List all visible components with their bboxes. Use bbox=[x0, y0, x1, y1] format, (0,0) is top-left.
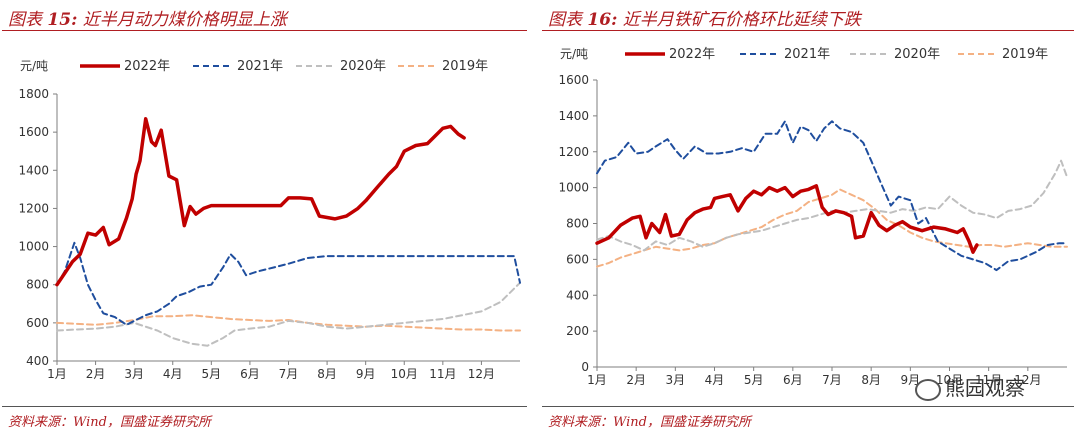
source-rule bbox=[2, 406, 527, 407]
x-tick-label: 5月 bbox=[744, 373, 764, 387]
y-tick-label: 1000 bbox=[18, 240, 49, 254]
coal-chart-title: 图表 15: 近半月动力煤价格明显上涨 bbox=[8, 10, 287, 30]
coal-chart-source: 资料来源：Wind，国盛证券研究所 bbox=[8, 415, 211, 430]
series-line-2021年 bbox=[56, 241, 521, 326]
x-tick-label: 12月 bbox=[1014, 373, 1041, 387]
y-tick-label: 400 bbox=[26, 354, 49, 368]
source-rule bbox=[542, 406, 1074, 407]
x-tick-label: 1月 bbox=[47, 367, 67, 381]
unit-label: 元/吨 bbox=[560, 47, 588, 61]
series-line-2020年 bbox=[596, 159, 1068, 252]
x-tick-label: 5月 bbox=[202, 367, 222, 381]
x-tick-label: 3月 bbox=[666, 373, 686, 387]
wechat-icon bbox=[915, 378, 941, 401]
x-tick-label: 2月 bbox=[86, 367, 106, 381]
x-tick-label: 9月 bbox=[901, 373, 921, 387]
x-tick-label: 6月 bbox=[240, 367, 260, 381]
y-tick-label: 1600 bbox=[558, 73, 589, 87]
coal-price-panel: 图表 15: 近半月动力煤价格明显上涨 元/吨 400 600 800 1000 1200… bbox=[0, 0, 533, 435]
x-tick-label: 11月 bbox=[975, 373, 1002, 387]
x-tick-label: 7月 bbox=[822, 373, 842, 387]
x-tick-label: 8月 bbox=[861, 373, 881, 387]
legend-label: 2020年 bbox=[894, 47, 940, 62]
x-tick-label: 6月 bbox=[783, 373, 803, 387]
x-tick-label: 2月 bbox=[626, 373, 646, 387]
y-tick-label: 600 bbox=[566, 252, 589, 266]
y-tick-label: 1200 bbox=[18, 201, 49, 215]
x-tick-label: 1月 bbox=[587, 373, 607, 387]
y-tick-label: 800 bbox=[26, 278, 49, 292]
iron-ore-chart-source: 资料来源：Wind，国盛证券研究所 bbox=[548, 415, 751, 430]
y-tick-label: 0 bbox=[581, 360, 589, 374]
title-rule bbox=[542, 30, 1074, 31]
x-tick-label: 10月 bbox=[936, 373, 963, 387]
title-rule bbox=[2, 30, 527, 31]
series-line-2022年 bbox=[55, 117, 466, 287]
y-tick-label: 1200 bbox=[558, 145, 589, 159]
y-tick-label: 400 bbox=[566, 288, 589, 302]
x-tick-label: 3月 bbox=[124, 367, 144, 381]
iron-ore-price-panel: 图表 16: 近半月铁矿石价格环比延续下跌 元/吨 0 200 400 600 800 10… bbox=[540, 0, 1080, 435]
legend-label: 2020年 bbox=[340, 59, 386, 74]
x-tick-label: 10月 bbox=[391, 367, 418, 381]
y-tick-label: 1400 bbox=[18, 163, 49, 177]
x-tick-label: 7月 bbox=[279, 367, 299, 381]
legend-label: 2019年 bbox=[1002, 47, 1048, 62]
series-line-2021年 bbox=[596, 120, 1068, 272]
x-tick-label: 4月 bbox=[705, 373, 725, 387]
iron-ore-chart-title: 图表 16: 近半月铁矿石价格环比延续下跌 bbox=[548, 10, 861, 30]
legend-label: 2021年 bbox=[784, 47, 830, 62]
y-tick-label: 1600 bbox=[18, 125, 49, 139]
series-line-2022年 bbox=[595, 184, 979, 254]
y-tick-label: 200 bbox=[566, 324, 589, 338]
y-tick-label: 1400 bbox=[558, 109, 589, 123]
x-tick-label: 9月 bbox=[356, 367, 376, 381]
y-tick-label: 800 bbox=[566, 217, 589, 231]
series-line-2020年 bbox=[56, 281, 521, 347]
legend-label: 2019年 bbox=[442, 59, 488, 74]
watermark: 熊园观察 bbox=[915, 372, 1025, 401]
coal-price-chart: 元/吨 400 600 800 1000 1200 1400 1600 1800 1月 2月 3月 4月… bbox=[18, 59, 521, 381]
y-tick-label: 600 bbox=[26, 316, 49, 330]
unit-label: 元/吨 bbox=[20, 59, 48, 73]
y-tick-label: 1800 bbox=[18, 87, 49, 101]
series-line-2019年 bbox=[596, 188, 1068, 268]
x-tick-label: 8月 bbox=[317, 367, 337, 381]
x-tick-label: 12月 bbox=[468, 367, 495, 381]
x-tick-label: 4月 bbox=[163, 367, 183, 381]
iron-ore-price-chart: 元/吨 0 200 400 600 800 1000 1200 1400 1600 1月 2月 3月 4月… bbox=[558, 47, 1068, 387]
y-tick-label: 1000 bbox=[558, 181, 589, 195]
x-tick-label: 11月 bbox=[429, 367, 456, 381]
legend-label: 2021年 bbox=[237, 59, 283, 74]
legend-label: 2022年 bbox=[669, 47, 715, 62]
legend-label: 2022年 bbox=[124, 59, 170, 74]
